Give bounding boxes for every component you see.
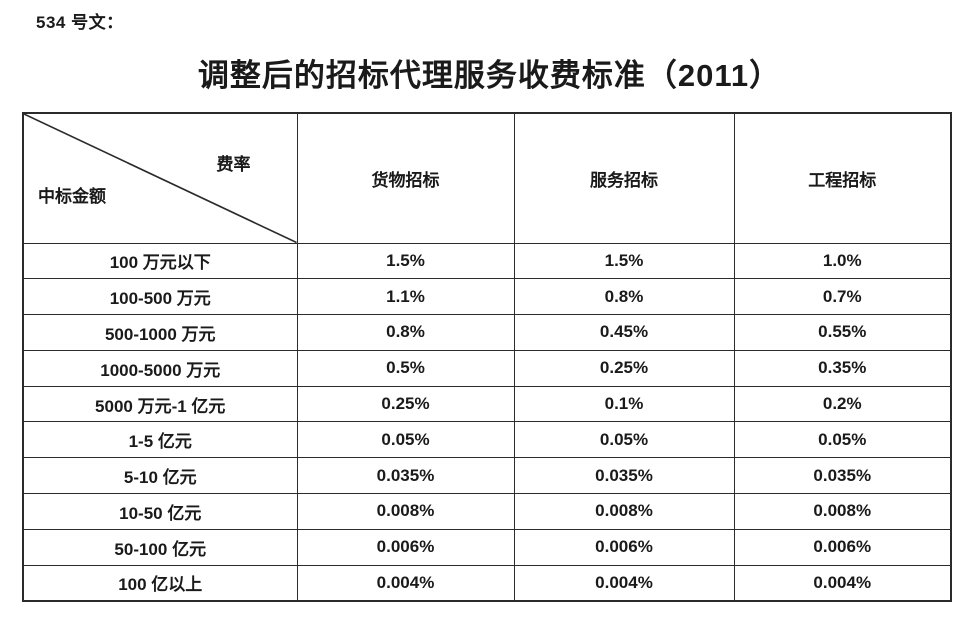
rate-cell: 0.035% [513,457,735,495]
corner-label-rate: 费率 [216,155,251,174]
page-title: 调整后的招标代理服务收费标准（2011） [197,58,782,93]
table-row: 500-1000 万元 0.8% 0.45% 0.55% [22,314,952,351]
rate-cell: 0.004% [296,564,515,602]
fee-table: 费率 中标金额 货物招标 服务招标 工程招标 100 万元以下 1.5% 1.5% 1… [22,112,952,602]
rate-cell: 0.008% [513,493,735,530]
rate-cell: 0.25% [513,349,735,387]
rate-cell: 0.008% [733,493,952,530]
rate-cell: 0.05% [296,421,515,459]
table-row: 5000 万元-1 亿元 0.25% 0.1% 0.2% [22,385,952,423]
column-header-engineering: 工程招标 [733,112,952,244]
rate-cell: 0.1% [513,385,735,423]
rate-cell: 0.8% [513,278,735,316]
diagonal-line [24,114,297,243]
rate-cell: 0.5% [296,349,515,387]
column-header-goods: 货物招标 [296,112,515,244]
amount-cell: 100 万元以下 [22,242,298,280]
rate-cell: 0.35% [733,349,952,387]
amount-cell: 100-500 万元 [22,278,298,316]
rate-cell: 0.035% [296,457,515,495]
rate-cell: 1.5% [296,242,515,280]
rate-cell: 0.45% [513,314,735,351]
rate-cell: 1.0% [733,242,952,280]
table-row: 50-100 亿元 0.006% 0.006% 0.006% [22,528,952,566]
amount-cell: 5-10 亿元 [22,457,298,495]
table-row: 10-50 亿元 0.008% 0.008% 0.008% [22,493,952,530]
amount-cell: 5000 万元-1 亿元 [22,385,298,423]
table-row: 1000-5000 万元 0.5% 0.25% 0.35% [22,349,952,387]
amount-cell: 100 亿以上 [22,564,298,602]
rate-cell: 0.7% [733,278,952,316]
rate-cell: 0.8% [296,314,515,351]
column-header-services: 服务招标 [513,112,735,244]
corner-header-cell: 费率 中标金额 [22,112,298,244]
fee-table-body: 100 万元以下 1.5% 1.5% 1.0% 100-500 万元 1.1% 0.8% 0.… [22,242,952,602]
rate-cell: 0.2% [733,385,952,423]
header-row: 费率 中标金额 货物招标 服务招标 工程招标 [22,112,952,244]
rate-cell: 0.008% [296,493,515,530]
table-row: 100 万元以下 1.5% 1.5% 1.0% [22,242,952,280]
amount-cell: 50-100 亿元 [22,528,298,566]
rate-cell: 0.55% [733,314,952,351]
rate-cell: 1.5% [513,242,735,280]
amount-cell: 500-1000 万元 [22,314,298,351]
rate-cell: 1.1% [296,278,515,316]
rate-cell: 0.006% [513,528,735,566]
table-row: 5-10 亿元 0.035% 0.035% 0.035% [22,457,952,495]
amount-cell: 10-50 亿元 [22,493,298,530]
table-row: 100 亿以上 0.004% 0.004% 0.004% [22,564,952,602]
doc-number-label: 534 号文： [36,13,124,32]
amount-cell: 1000-5000 万元 [22,349,298,387]
rate-cell: 0.006% [733,528,952,566]
rate-cell: 0.004% [513,564,735,602]
corner-label-amount: 中标金额 [38,187,106,206]
rate-cell: 0.05% [513,421,735,459]
rate-cell: 0.006% [296,528,515,566]
rate-cell: 0.25% [296,385,515,423]
rate-cell: 0.004% [733,564,952,602]
table-row: 100-500 万元 1.1% 0.8% 0.7% [22,278,952,316]
amount-cell: 1-5 亿元 [22,421,298,459]
table-row: 1-5 亿元 0.05% 0.05% 0.05% [22,421,952,459]
rate-cell: 0.05% [733,421,952,459]
rate-cell: 0.035% [733,457,952,495]
